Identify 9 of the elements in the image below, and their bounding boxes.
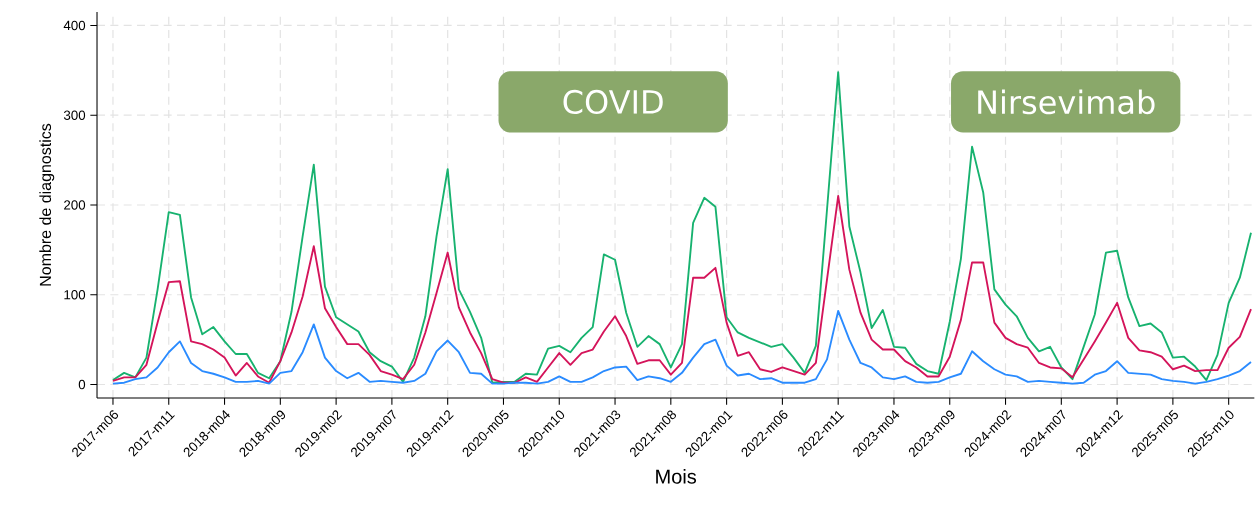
y-tick-label: 100 — [64, 290, 86, 300]
y-tick-label: 400 — [63, 20, 86, 31]
annotation: COVID — [563, 89, 663, 115]
x-axis-title: Mois — [656, 469, 697, 484]
y-axis-title: Nombre de diagnostics — [39, 123, 55, 286]
annotation: Nirsevimab — [978, 89, 1155, 115]
y-tick-label: 200 — [64, 200, 86, 210]
y-tick-label: 0 — [78, 379, 86, 390]
y-tick-label: 300 — [63, 110, 86, 120]
